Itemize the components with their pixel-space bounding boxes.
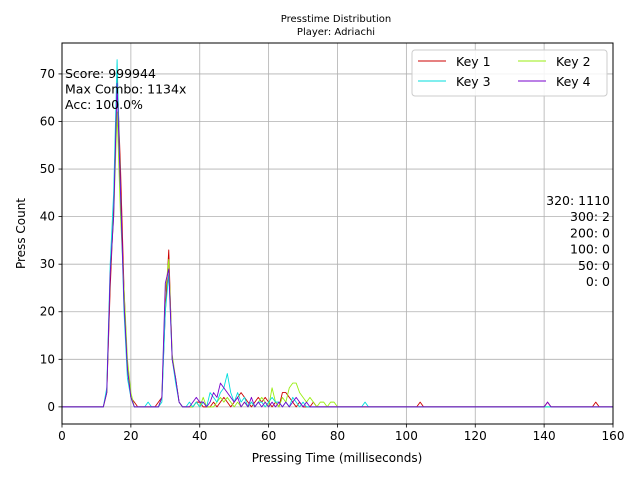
series-line-key-4 bbox=[62, 82, 613, 408]
x-tick-label: 100 bbox=[395, 429, 418, 443]
judgement-count-line: 50: 0 bbox=[578, 258, 610, 273]
score-stat-line: Score: 999944 bbox=[65, 66, 156, 81]
x-tick-label: 0 bbox=[58, 429, 66, 443]
x-axis-label: Pressing Time (milliseconds) bbox=[252, 451, 423, 465]
y-axis-label: Press Count bbox=[14, 198, 28, 269]
score-stat-line: Max Combo: 1134x bbox=[65, 82, 186, 97]
x-tick-label: 160 bbox=[602, 429, 625, 443]
judgement-count-line: 320: 1110 bbox=[546, 193, 610, 208]
y-tick-label: 0 bbox=[47, 400, 55, 414]
y-tick-label: 10 bbox=[40, 352, 55, 366]
judgement-count-line: 100: 0 bbox=[570, 242, 610, 257]
x-tick-label: 80 bbox=[330, 429, 345, 443]
score-stat-line: Acc: 100.0% bbox=[65, 97, 143, 112]
chart-title: Presstime Distribution bbox=[281, 14, 391, 25]
x-tick-label: 20 bbox=[123, 429, 138, 443]
y-tick-label: 60 bbox=[40, 114, 55, 128]
y-tick-label: 50 bbox=[40, 162, 55, 176]
plot-frame bbox=[61, 42, 614, 425]
legend: Key 1 Key 2 Key 3 Key 4 bbox=[411, 49, 608, 97]
judgement-count-line: 200: 0 bbox=[570, 225, 610, 240]
y-tick-label: 70 bbox=[40, 67, 55, 81]
grid-lines bbox=[61, 43, 614, 424]
y-tick-label: 30 bbox=[40, 257, 55, 271]
legend-label-key-4: Key 4 bbox=[556, 74, 591, 89]
legend-box bbox=[411, 49, 608, 97]
x-tick-label: 60 bbox=[261, 429, 276, 443]
x-tick-label: 140 bbox=[533, 429, 556, 443]
chart-subtitle: Player: Adriachi bbox=[297, 27, 375, 38]
series-lines bbox=[62, 59, 613, 408]
y-tick-label: 40 bbox=[40, 210, 55, 224]
judgement-count-line: 0: 0 bbox=[586, 274, 610, 289]
axis-ticks: 0 20 40 60 80 100 120 140 160 0 10 20 30 40 50 60 70 bbox=[40, 67, 625, 443]
y-tick-label: 20 bbox=[40, 305, 55, 319]
x-tick-label: 120 bbox=[464, 429, 487, 443]
legend-label-key-1: Key 1 bbox=[456, 54, 491, 69]
legend-label-key-2: Key 2 bbox=[556, 54, 591, 69]
legend-label-key-3: Key 3 bbox=[456, 74, 491, 89]
x-tick-label: 40 bbox=[192, 429, 207, 443]
judgement-count-line: 300: 2 bbox=[570, 209, 610, 224]
